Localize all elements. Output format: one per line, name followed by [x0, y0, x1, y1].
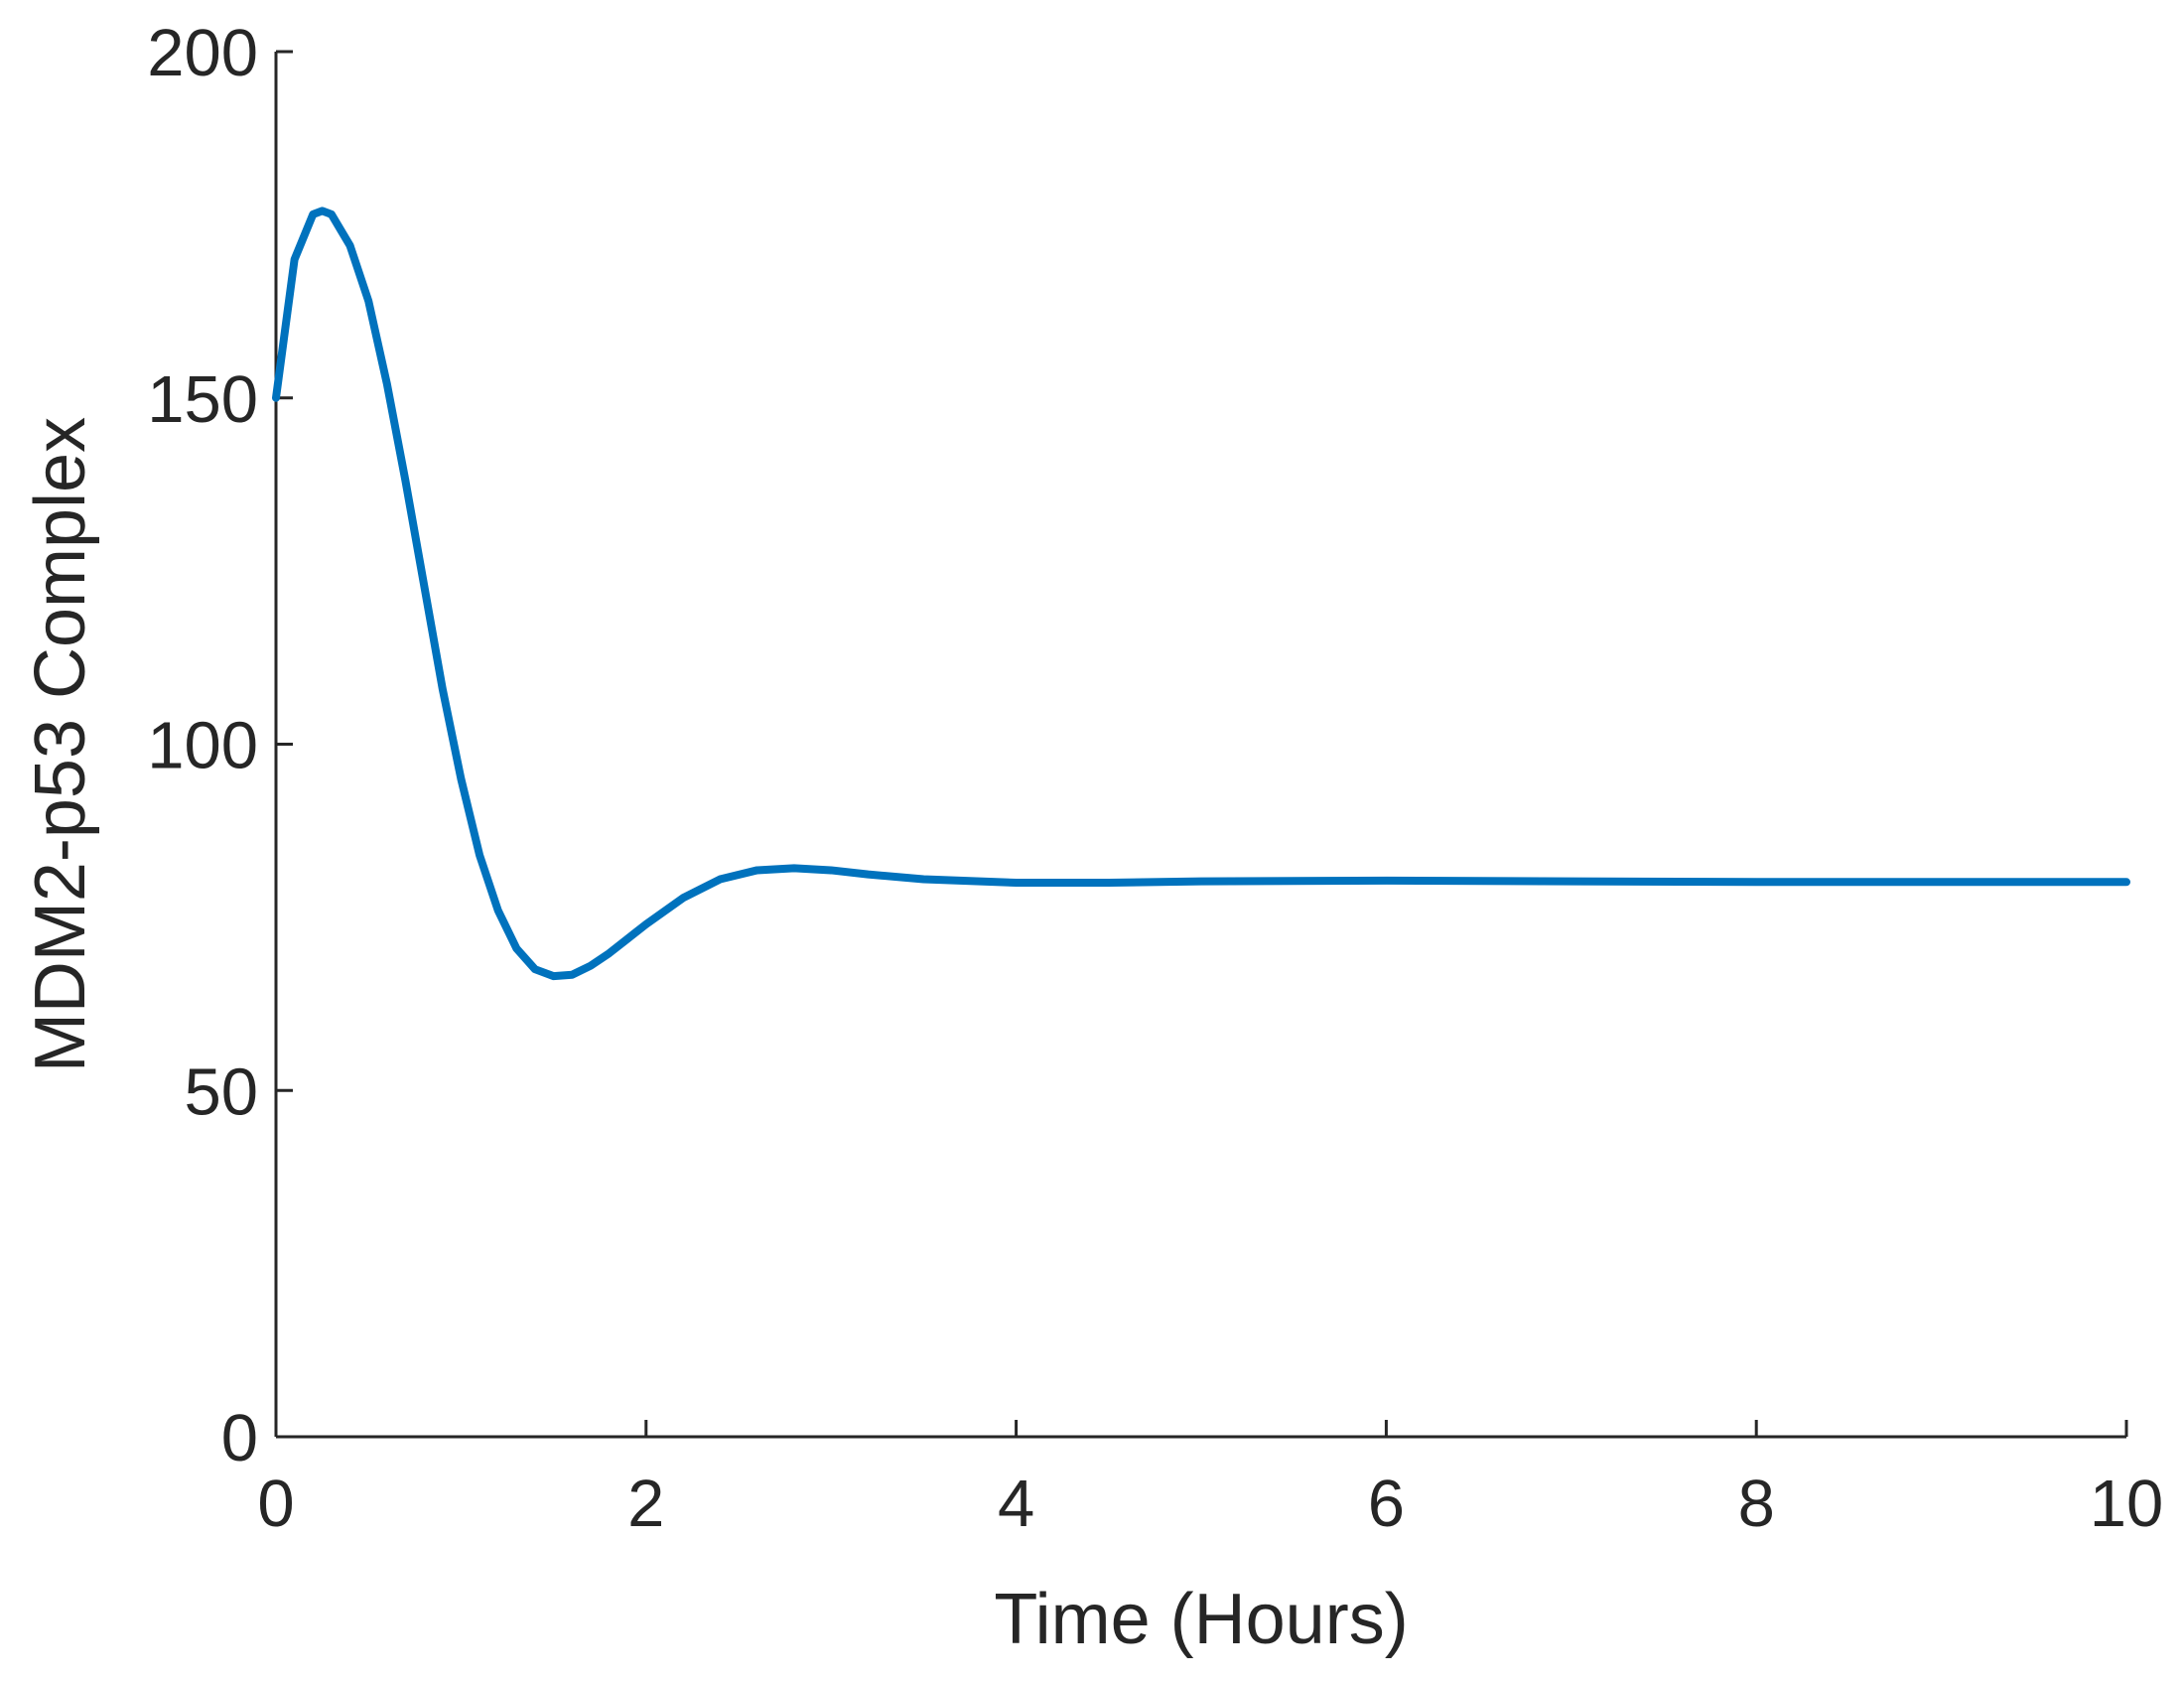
y-axis-label: MDM2-p53 Complex [21, 417, 100, 1072]
y-tick-label: 200 [147, 16, 258, 90]
y-tick-label: 100 [147, 709, 258, 783]
y-tick-label: 0 [221, 1401, 258, 1475]
x-tick-label: 0 [257, 1467, 294, 1541]
x-tick-label: 4 [998, 1467, 1034, 1541]
x-tick-label: 10 [2090, 1467, 2164, 1541]
x-tick-label: 6 [1368, 1467, 1405, 1541]
y-tick-label: 150 [147, 362, 258, 437]
x-tick-label: 2 [627, 1467, 664, 1541]
x-axis-label: Time (Hours) [994, 1580, 1408, 1659]
y-tick-label: 50 [184, 1054, 258, 1129]
x-tick-label: 8 [1738, 1467, 1775, 1541]
data-line [272, 207, 2130, 981]
